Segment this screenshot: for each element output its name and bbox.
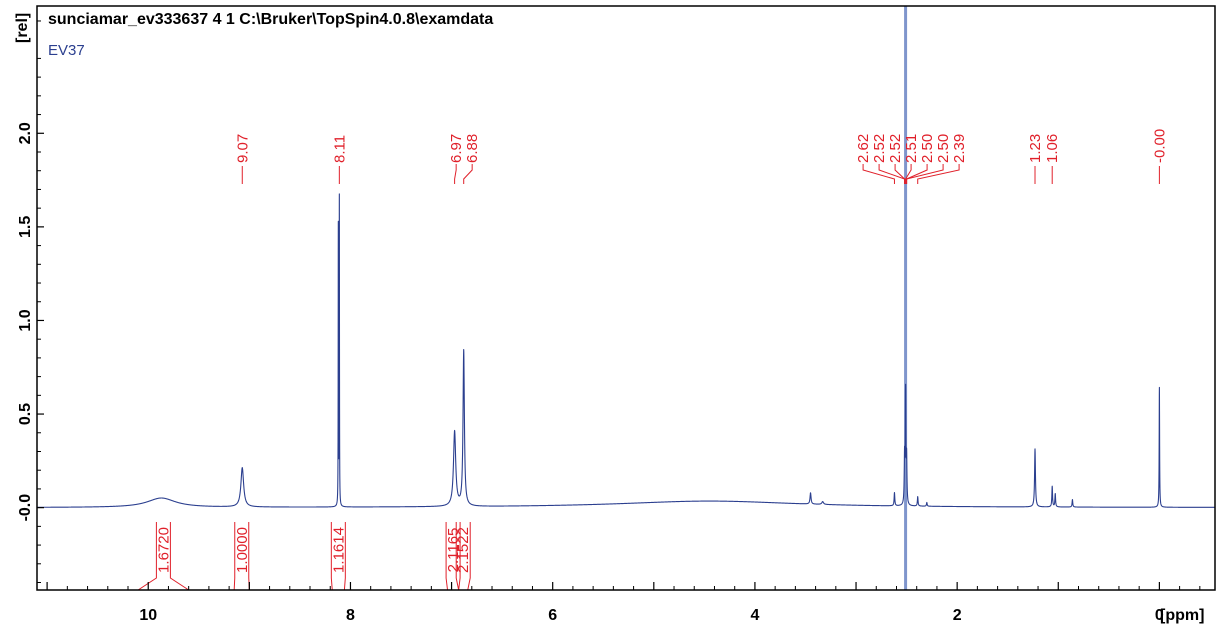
integral-bracket-right <box>467 522 471 591</box>
peak-label-connector <box>454 164 457 184</box>
y-tick-label: 0.5 <box>17 403 34 425</box>
peak-label: 1.06 <box>1044 134 1061 163</box>
integral-bracket-left <box>455 522 460 591</box>
spectrum-layer <box>36 193 1216 508</box>
peak-label: 9.07 <box>234 134 251 163</box>
integral-value: 2.1165 <box>445 528 462 573</box>
peak-label: 6.97 <box>448 134 465 163</box>
x-axis-unit-label: [ppm] <box>1160 607 1204 624</box>
integral-value: 1.1614 <box>330 527 347 573</box>
integral-bracket-left <box>233 522 236 591</box>
peak-label: 2.51 <box>903 134 920 163</box>
peak-labels-layer: 9.07 8.11 6.97 6.88 2.62 2.52 2.52 2.51 2.50 2.50… <box>234 129 1168 184</box>
y-tick-label: -0.0 <box>17 494 34 522</box>
x-tick-label: 8 <box>346 607 355 624</box>
peak-label: 6.88 <box>464 134 481 163</box>
plot-frame <box>36 5 1216 591</box>
y-tick-label: 1.5 <box>17 216 34 238</box>
peak-label-connector <box>906 164 928 184</box>
peak-label-connector <box>463 164 473 184</box>
integral-bracket-left <box>137 522 157 591</box>
peak-label-connector <box>878 164 906 184</box>
integral-bracket-right <box>169 522 189 591</box>
integral-value: 1.6720 <box>155 527 172 573</box>
peak-label: 2.50 <box>935 134 952 163</box>
peak-label-connector <box>917 164 960 184</box>
peak-label: -0.00 <box>1151 129 1168 163</box>
peak-label: 2.62 <box>855 134 872 163</box>
peak-label: 2.39 <box>951 134 968 163</box>
peak-label-connector <box>894 164 906 184</box>
integral-value: 1.0000 <box>234 527 251 573</box>
integral-bracket-left <box>330 522 333 591</box>
y-axis-unit-label: [rel] <box>14 13 31 43</box>
x-tick-label: 6 <box>548 607 557 624</box>
integral-bracket-right <box>343 522 346 591</box>
experiment-label: EV37 <box>48 42 85 59</box>
y-tick-label: 1.0 <box>17 309 34 331</box>
integral-bracket-left <box>445 522 449 591</box>
integral-value: 2.1522 <box>455 527 472 573</box>
peak-label: 2.52 <box>871 134 888 163</box>
peak-label-connector <box>862 164 895 184</box>
x-tick-label: 2 <box>953 607 962 624</box>
x-tick-label: 4 <box>750 607 759 624</box>
peak-label: 2.50 <box>919 134 936 163</box>
peak-label: 1.23 <box>1027 134 1044 163</box>
peak-label-connector <box>905 164 912 184</box>
spectrum-trace <box>36 193 1216 508</box>
x-tick-label: 0 <box>1155 607 1164 624</box>
x-tick-label: 10 <box>139 607 157 624</box>
axes-layer: 2.0 1.5 1.0 0.5 -0.0 10 8 6 4 2 0 <box>17 5 1216 624</box>
peak-label-connector <box>906 164 944 184</box>
spectrum-title: sunciamar_ev333637 4 1 C:\Bruker\TopSpin… <box>48 11 493 28</box>
integral-bracket-right <box>458 522 461 591</box>
peak-label: 8.11 <box>331 135 348 163</box>
peak-label: 2.52 <box>887 134 904 163</box>
y-tick-label: 2.0 <box>17 122 34 144</box>
